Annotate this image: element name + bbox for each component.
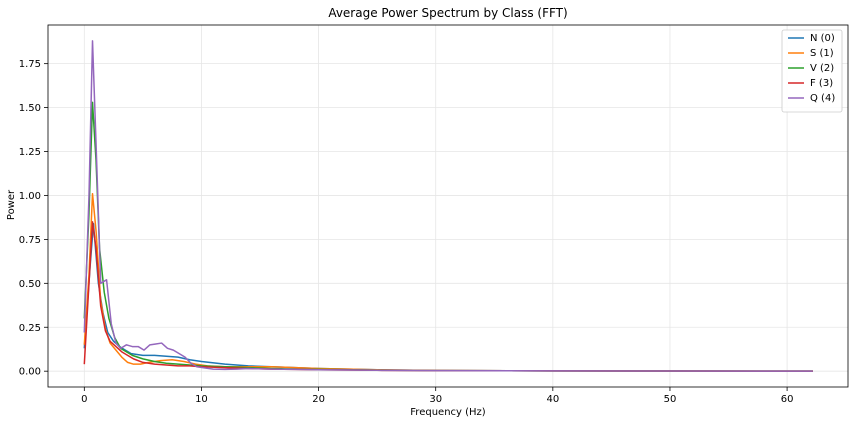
chart-title: Average Power Spectrum by Class (FFT) (328, 6, 567, 20)
y-tick-label: 0.75 (19, 235, 41, 246)
y-axis-label: Power (6, 189, 17, 220)
y-tick-label: 1.75 (19, 59, 41, 70)
x-tick-label: 10 (195, 394, 208, 405)
grid-lines (48, 25, 848, 387)
y-axis-ticks: 0.00 0.25 0.50 0.75 1.00 1.25 1.50 1.75 (19, 59, 48, 378)
legend: N (0) S (1) V (2) F (3) Q (4) (781, 29, 843, 113)
legend-label-3: F (3) (810, 78, 833, 89)
x-tick-label: 40 (546, 394, 559, 405)
legend-label-1: S (1) (810, 48, 834, 59)
x-axis-ticks: 0 10 20 30 40 50 60 (81, 387, 793, 405)
legend-label-0: N (0) (810, 33, 835, 44)
y-tick-label: 1.25 (19, 147, 41, 158)
y-tick-label: 0.50 (19, 279, 41, 290)
legend-label-2: V (2) (810, 63, 834, 74)
series-layer (83, 40, 813, 372)
x-tick-label: 50 (664, 394, 677, 405)
plot-frame (47, 24, 849, 388)
y-tick-label: 0.00 (19, 367, 41, 378)
x-tick-label: 20 (312, 394, 325, 405)
y-tick-label: 1.00 (19, 191, 41, 202)
legend-label-4: Q (4) (810, 93, 835, 104)
x-axis-label: Frequency (Hz) (410, 407, 486, 418)
legend-box (781, 29, 843, 113)
x-tick-label: 0 (81, 394, 87, 405)
x-tick-label: 30 (429, 394, 442, 405)
series-line-4 (83, 40, 813, 372)
x-tick-label: 60 (781, 394, 794, 405)
y-tick-label: 0.25 (19, 323, 41, 334)
y-tick-label: 1.50 (19, 103, 41, 114)
